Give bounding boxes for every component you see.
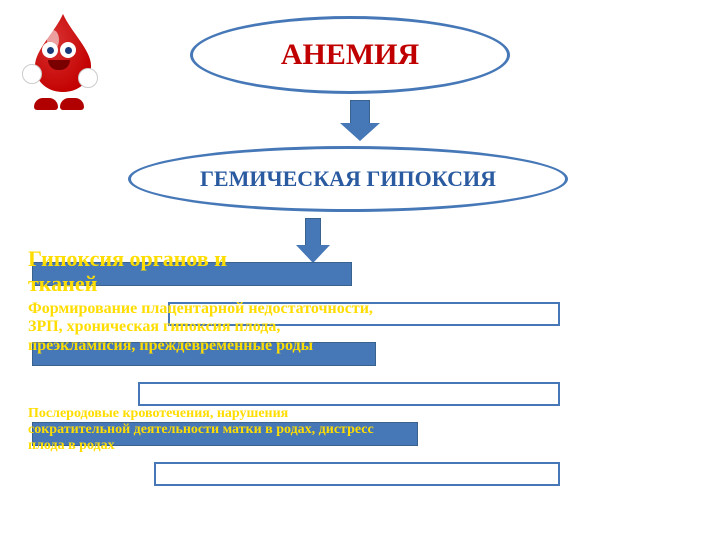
mascot-glove-right	[78, 68, 98, 88]
title-text-hypoxia: ГЕМИЧЕСКАЯ ГИПОКСИЯ	[200, 166, 496, 192]
overlay-text-3: Послеродовые кровотечения, нарушения сок…	[28, 406, 388, 454]
overlay-text-2: Формирование плацентарной недостаточност…	[28, 300, 378, 355]
arrow-down-1	[340, 100, 380, 141]
mascot-glove-left	[22, 64, 42, 84]
mascot-shoe-left	[34, 98, 58, 110]
overlay-text-1: Гипоксия органов и тканей	[28, 246, 288, 297]
title-text-anemia: АНЕМИЯ	[281, 38, 419, 72]
mascot-shoe-right	[60, 98, 84, 110]
blood-drop-mascot	[28, 12, 98, 112]
mascot-eye-left	[42, 42, 58, 58]
title-ellipse-hypoxia: ГЕМИЧЕСКАЯ ГИПОКСИЯ	[128, 146, 568, 212]
bar-6	[154, 462, 560, 486]
bar-4	[138, 382, 560, 406]
mascot-eye-right	[60, 42, 76, 58]
arrow-down-2	[296, 218, 330, 263]
title-ellipse-anemia: АНЕМИЯ	[190, 16, 510, 94]
